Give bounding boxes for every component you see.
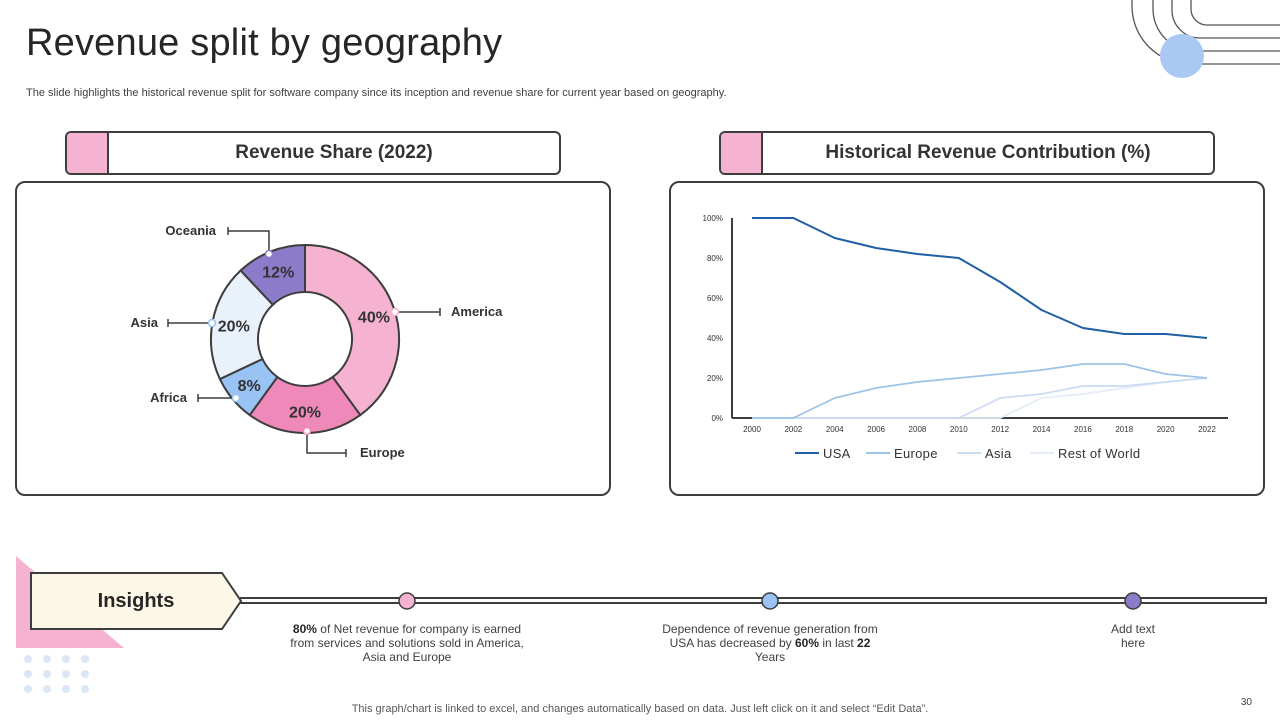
- series-line-asia: [752, 377, 1208, 419]
- x-tick-label: 2022: [1198, 425, 1216, 434]
- revenue-share-header: Revenue Share (2022): [65, 131, 561, 175]
- leader-line-oceania: [228, 230, 270, 254]
- leader-line-europe: [306, 431, 346, 454]
- donut-value-europe: 20%: [289, 405, 321, 422]
- insight-2-bold2: 22: [857, 636, 871, 650]
- donut-value-oceania: 12%: [262, 265, 294, 282]
- x-tick-label: 2012: [991, 425, 1009, 434]
- insight-2: Dependence of revenue generation from US…: [655, 622, 885, 664]
- donut-value-america: 40%: [358, 310, 390, 327]
- x-tick-label: 2006: [867, 425, 885, 434]
- x-tick-label: 2000: [743, 425, 761, 434]
- y-tick-label: 0%: [711, 414, 723, 423]
- y-tick-label: 100%: [703, 214, 723, 223]
- legend-label-asia: Asia: [985, 446, 1012, 461]
- donut-label-europe: Europe: [360, 445, 405, 460]
- header-swatch: [721, 133, 763, 173]
- donut-slice-oceania: [239, 243, 306, 307]
- historical-revenue-title: Historical Revenue Contribution (%): [825, 142, 1151, 163]
- donut-label-america: America: [451, 304, 503, 319]
- y-tick-label: 60%: [707, 294, 723, 303]
- line-panel: [669, 181, 1265, 496]
- leader-dot-oceania: [264, 249, 274, 259]
- y-tick-label: 40%: [707, 334, 723, 343]
- x-tick-label: 2004: [826, 425, 844, 434]
- insight-2-post: Years: [754, 650, 786, 664]
- x-tick-label: 2002: [784, 425, 802, 434]
- donut-label-africa: Africa: [150, 390, 188, 405]
- historical-revenue-header: Historical Revenue Contribution (%): [719, 131, 1215, 175]
- x-tick-label: 2016: [1074, 425, 1092, 434]
- insight-2-pre: Dependence of revenue generation from US…: [662, 622, 878, 650]
- page-number: 30: [1240, 697, 1252, 708]
- x-tick-label: 2008: [909, 425, 927, 434]
- donut-label-asia: Asia: [131, 315, 159, 330]
- donut-value-africa: 8%: [238, 378, 261, 395]
- series-line-europe: [752, 363, 1208, 419]
- x-tick-label: 2010: [950, 425, 968, 434]
- page-title: Revenue split by geography: [26, 22, 503, 64]
- legend-label-europe: Europe: [894, 446, 938, 461]
- x-tick-label: 2018: [1115, 425, 1133, 434]
- header-swatch: [67, 133, 109, 173]
- leader-dot-asia: [207, 318, 217, 328]
- insight-1: 80% of Net revenue for company is earned…: [287, 622, 527, 664]
- page-subtitle: The slide highlights the historical reve…: [26, 87, 727, 99]
- insight-2-mid: in last: [819, 636, 858, 650]
- insight-1-bold: 80%: [292, 622, 317, 636]
- y-tick-label: 80%: [707, 254, 723, 263]
- y-tick-label: 20%: [707, 374, 723, 383]
- series-line-usa: [752, 217, 1208, 339]
- insight-1-text: of Net revenue for company is earned fro…: [290, 622, 524, 664]
- insights-label: Insights: [97, 589, 175, 612]
- legend-label-usa: USA: [823, 446, 851, 461]
- leader-dot-america: [390, 307, 400, 317]
- leader-dot-europe: [302, 426, 312, 436]
- leader-dot-africa: [231, 393, 241, 403]
- donut-label-oceania: Oceania: [165, 223, 216, 238]
- insight-3[interactable]: Add text here: [1110, 622, 1156, 650]
- donut-panel: [15, 181, 611, 496]
- revenue-share-title: Revenue Share (2022): [235, 142, 433, 163]
- x-tick-label: 2020: [1157, 425, 1175, 434]
- x-tick-label: 2014: [1033, 425, 1051, 434]
- legend-label-rest-of-world: Rest of World: [1058, 446, 1140, 461]
- footer-note: This graph/chart is linked to excel, and…: [351, 703, 929, 715]
- donut-value-asia: 20%: [218, 318, 250, 335]
- insight-2-bold: 60%: [795, 636, 820, 650]
- donut-slice-america: [304, 243, 400, 417]
